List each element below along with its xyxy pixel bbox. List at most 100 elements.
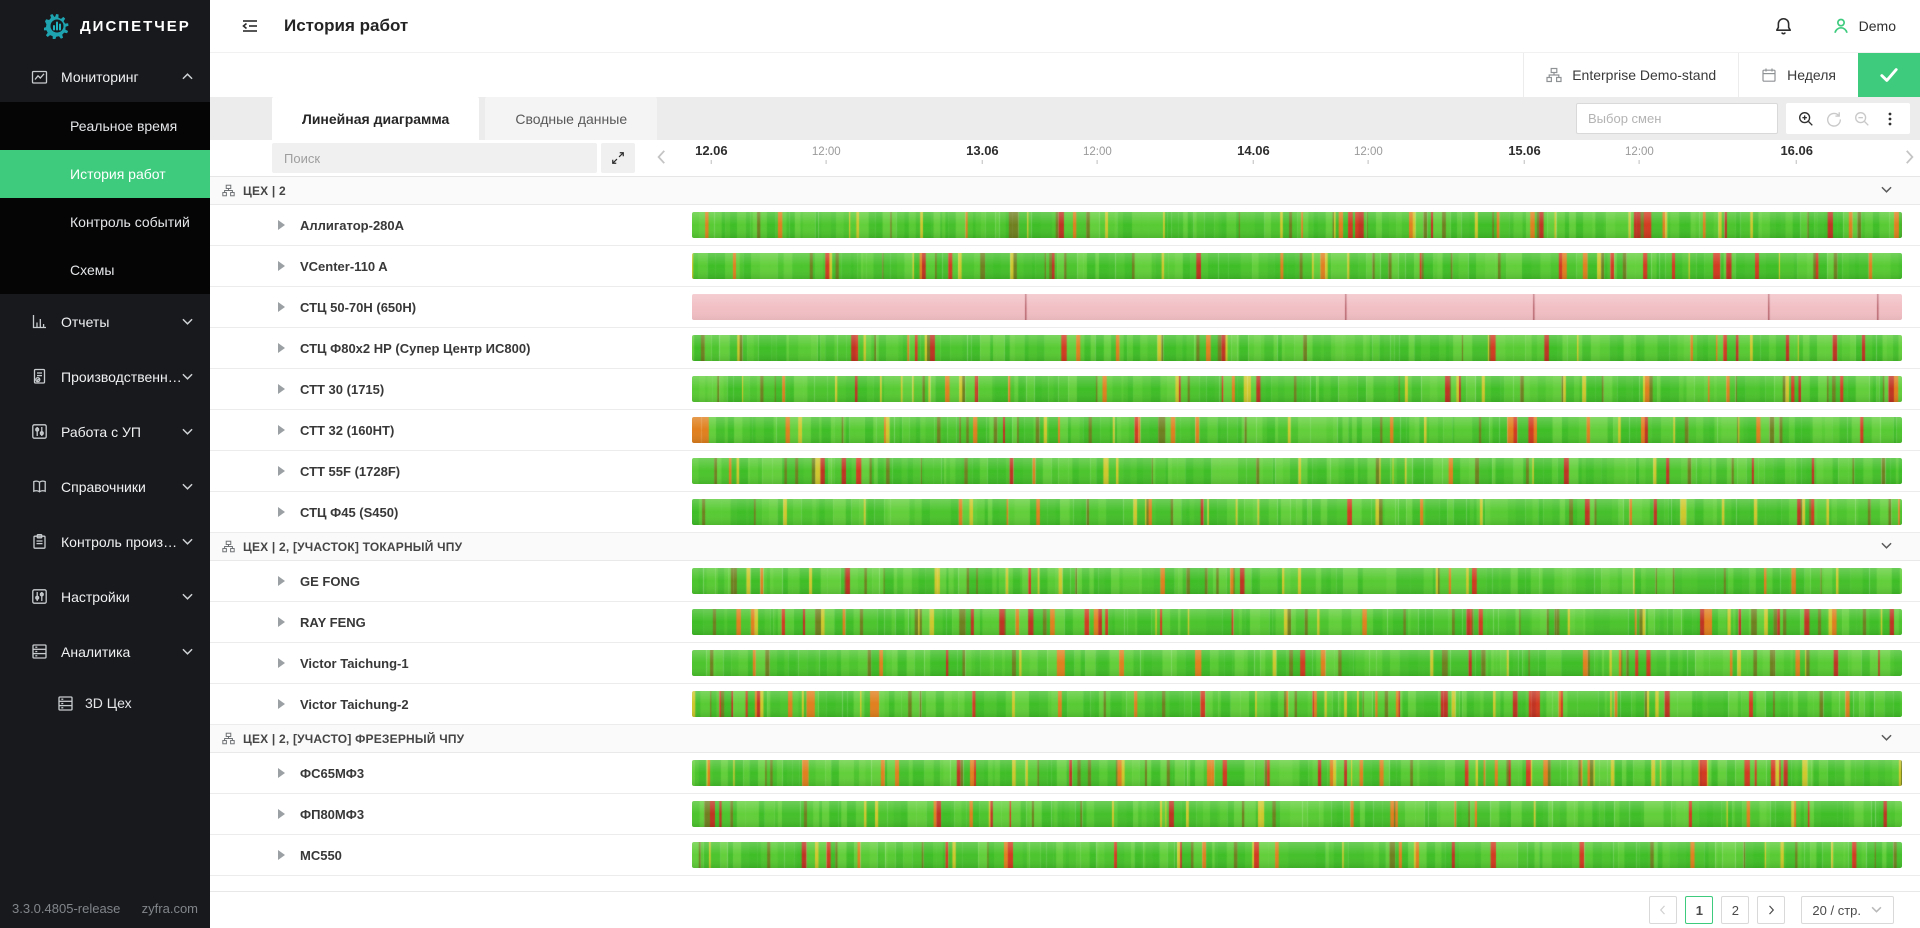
group-header[interactable]: ЦЕХ | 2 [210,177,1920,205]
machine-row[interactable]: ФП80МФ3 [210,794,1920,835]
group-header[interactable]: ЦЕХ | 2, [УЧАСТО] ФРЕЗЕРНЫЙ ЧПУ [210,725,1920,753]
expand-triangle-icon[interactable] [278,617,285,627]
machine-row[interactable]: МС550 [210,835,1920,876]
page-next-button[interactable] [1757,896,1786,924]
machine-row[interactable]: Victor Taichung-1 [210,643,1920,684]
expand-all-icon[interactable] [601,143,635,173]
timeline-bar[interactable] [692,458,1902,484]
timeline-bar[interactable] [692,294,1902,320]
timeline-bar[interactable] [692,801,1902,827]
period-selector[interactable]: Неделя [1738,53,1858,97]
sidebar-item[interactable]: Контроль производства [0,514,210,569]
tab-line-chart[interactable]: Линейная диаграмма [272,97,480,140]
expand-triangle-icon[interactable] [278,220,285,230]
machine-row[interactable]: Victor Taichung-2 [210,684,1920,725]
timeline-bar[interactable] [692,609,1902,635]
timeline-bar[interactable] [692,760,1902,786]
axis-tick-label: 12.06 [695,143,728,158]
machine-row[interactable]: СТТ 55F (1728F) [210,451,1920,492]
page-size-select[interactable]: 20 / стр. [1801,896,1894,924]
chevron-down-icon [1881,540,1894,553]
search-input[interactable] [272,143,597,173]
expand-triangle-icon[interactable] [278,466,285,476]
expand-triangle-icon[interactable] [278,809,285,819]
machine-row[interactable]: GE FONG [210,561,1920,602]
machine-name: СТТ 55F (1728F) [300,464,401,479]
chart-tools [1786,103,1910,134]
page-2-button[interactable]: 2 [1721,896,1750,924]
sidebar-item[interactable]: Отчеты [0,294,210,349]
shift-select-input[interactable] [1576,103,1778,134]
machine-row[interactable]: СТТ 32 (160НТ) [210,410,1920,451]
chevron-up-icon [182,71,194,83]
topbar: История работ Demo [210,0,1920,53]
timeline-bar[interactable] [692,253,1902,279]
filter-toolbar: Enterprise Demo-stand Неделя [210,53,1920,97]
machine-row[interactable]: СТЦ 50-70Н (650Н) [210,287,1920,328]
machine-row[interactable]: СТЦ Ф45 (S450) [210,492,1920,533]
timeline-axis: 12.06 12:00 13.06 12:00 14.06 12:00 15.06 12:00… [692,140,1902,176]
page-1-button[interactable]: 1 [1685,896,1714,924]
timeline-bar[interactable] [692,650,1902,676]
expand-triangle-icon[interactable] [278,699,285,709]
tab-summary-data[interactable]: Сводные данные [485,97,658,140]
machine-row[interactable]: Аллигатор-280А [210,205,1920,246]
sidebar-collapse-icon[interactable] [238,14,262,38]
expand-triangle-icon[interactable] [278,658,285,668]
sidebar-submenu: Реальное время История работ Контроль собы… [0,102,210,294]
user-icon [1833,18,1848,34]
page-prev-button[interactable] [1649,896,1678,924]
user-menu[interactable]: Demo [1832,17,1896,35]
machine-row[interactable]: ФС65МФ3 [210,753,1920,794]
sidebar-subitem[interactable]: Схемы [0,246,210,294]
expand-triangle-icon[interactable] [278,425,285,435]
timeline-bar[interactable] [692,417,1902,443]
sidebar-subitem[interactable]: Контроль событий [0,198,210,246]
sidebar-subitem[interactable]: 3D Цех [0,679,210,727]
chevron-down-icon [1871,904,1883,916]
timeline-bar[interactable] [692,499,1902,525]
sidebar-item[interactable]: Справочники [0,459,210,514]
sidebar-item-label: Настройки [61,588,130,605]
sidebar-subitem-label: 3D Цех [85,695,132,711]
expand-triangle-icon[interactable] [278,302,285,312]
expand-triangle-icon[interactable] [278,576,285,586]
expand-triangle-icon[interactable] [278,768,285,778]
machine-name: ФП80МФ3 [300,807,365,822]
timeline-bar[interactable] [692,691,1902,717]
timeline-bar[interactable] [692,568,1902,594]
undo-icon[interactable] [1820,105,1848,133]
sidebar-subitem[interactable]: Реальное время [0,102,210,150]
machine-name: СТЦ Ф80х2 НР (Супер Центр ИС800) [300,341,531,356]
expand-triangle-icon[interactable] [278,850,285,860]
chevron-down-icon [182,646,194,658]
timeline-next-icon[interactable] [1900,148,1918,166]
sidebar-item[interactable]: Мониторинг [0,52,210,102]
expand-triangle-icon[interactable] [278,261,285,271]
sidebar-item[interactable]: Работа с УП [0,404,210,459]
machine-row[interactable]: RAY FENG [210,602,1920,643]
timeline-bar[interactable] [692,376,1902,402]
sidebar-item[interactable]: Аналитика [0,624,210,679]
more-options-kebab-icon[interactable] [1876,105,1904,133]
expand-triangle-icon[interactable] [278,384,285,394]
timeline-bar[interactable] [692,842,1902,868]
timeline-prev-icon[interactable] [653,148,671,166]
stand-selector[interactable]: Enterprise Demo-stand [1523,53,1738,97]
machine-row[interactable]: СТЦ Ф80х2 НР (Супер Центр ИС800) [210,328,1920,369]
sidebar-item[interactable]: Производственные ж... [0,349,210,404]
group-header[interactable]: ЦЕХ | 2, [УЧАСТОК] ТОКАРНЫЙ ЧПУ [210,533,1920,561]
timeline-bar[interactable] [692,335,1902,361]
zoom-out-icon[interactable] [1848,105,1876,133]
sidebar-item[interactable]: Настройки [0,569,210,624]
timeline-bar[interactable] [692,212,1902,238]
sidebar-subitem[interactable]: История работ [0,150,210,198]
notifications-bell-icon[interactable] [1772,14,1796,38]
expand-triangle-icon[interactable] [278,507,285,517]
zoom-in-icon[interactable] [1792,105,1820,133]
expand-triangle-icon[interactable] [278,343,285,353]
machine-row[interactable]: СТТ 30 (1715) [210,369,1920,410]
site-link[interactable]: zyfra.com [141,900,198,916]
apply-filter-button[interactable] [1858,53,1920,97]
machine-row[interactable]: VCenter-110 A [210,246,1920,287]
